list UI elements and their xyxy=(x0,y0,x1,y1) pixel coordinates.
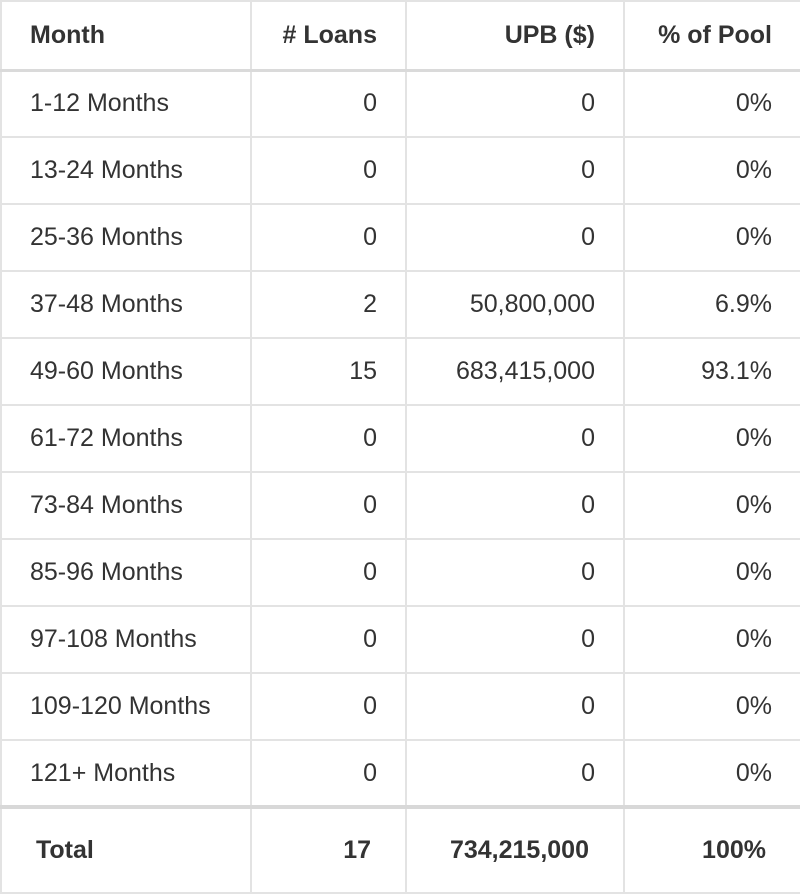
cell-loans: 15 xyxy=(250,337,407,406)
header-month: Month xyxy=(0,0,252,72)
table-body: 1-12 Months 0 0 0% 13-24 Months 0 0 0% 2… xyxy=(0,69,800,808)
table-row: 85-96 Months 0 0 0% xyxy=(0,538,800,607)
cell-month: 25-36 Months xyxy=(0,203,252,272)
cell-pct-pool: 0% xyxy=(623,203,800,272)
cell-upb: 0 xyxy=(405,136,625,205)
cell-loans: 0 xyxy=(250,538,407,607)
table-header: Month # Loans UPB ($) % of Pool xyxy=(0,0,800,72)
cell-loans: 0 xyxy=(250,605,407,674)
total-pct-pool: 100% xyxy=(623,805,800,894)
cell-pct-pool: 0% xyxy=(623,739,800,808)
table-row: 1-12 Months 0 0 0% xyxy=(0,69,800,138)
total-row: Total 17 734,215,000 100% xyxy=(0,805,800,894)
cell-month: 1-12 Months xyxy=(0,69,252,138)
table-row: 109-120 Months 0 0 0% xyxy=(0,672,800,741)
cell-pct-pool: 6.9% xyxy=(623,270,800,339)
cell-loans: 2 xyxy=(250,270,407,339)
cell-month: 121+ Months xyxy=(0,739,252,808)
cell-month: 61-72 Months xyxy=(0,404,252,473)
cell-upb: 0 xyxy=(405,69,625,138)
cell-pct-pool: 0% xyxy=(623,404,800,473)
cell-upb: 683,415,000 xyxy=(405,337,625,406)
cell-loans: 0 xyxy=(250,69,407,138)
cell-upb: 0 xyxy=(405,203,625,272)
header-loans: # Loans xyxy=(250,0,407,72)
cell-month: 109-120 Months xyxy=(0,672,252,741)
cell-loans: 0 xyxy=(250,404,407,473)
cell-upb: 0 xyxy=(405,672,625,741)
cell-pct-pool: 0% xyxy=(623,538,800,607)
cell-loans: 0 xyxy=(250,672,407,741)
table-footer: Total 17 734,215,000 100% xyxy=(0,805,800,894)
cell-month: 73-84 Months xyxy=(0,471,252,540)
total-upb: 734,215,000 xyxy=(405,805,625,894)
table-row: 97-108 Months 0 0 0% xyxy=(0,605,800,674)
cell-upb: 0 xyxy=(405,739,625,808)
table-row: 49-60 Months 15 683,415,000 93.1% xyxy=(0,337,800,406)
cell-loans: 0 xyxy=(250,136,407,205)
cell-pct-pool: 0% xyxy=(623,69,800,138)
cell-loans: 0 xyxy=(250,739,407,808)
cell-pct-pool: 0% xyxy=(623,672,800,741)
cell-month: 49-60 Months xyxy=(0,337,252,406)
table-row: 25-36 Months 0 0 0% xyxy=(0,203,800,272)
table-row: 121+ Months 0 0 0% xyxy=(0,739,800,808)
cell-upb: 0 xyxy=(405,538,625,607)
cell-month: 37-48 Months xyxy=(0,270,252,339)
cell-month: 97-108 Months xyxy=(0,605,252,674)
cell-month: 85-96 Months xyxy=(0,538,252,607)
cell-upb: 0 xyxy=(405,404,625,473)
cell-upb: 0 xyxy=(405,605,625,674)
cell-pct-pool: 0% xyxy=(623,136,800,205)
header-row: Month # Loans UPB ($) % of Pool xyxy=(0,0,800,72)
cell-pct-pool: 0% xyxy=(623,471,800,540)
table-row: 13-24 Months 0 0 0% xyxy=(0,136,800,205)
cell-loans: 0 xyxy=(250,471,407,540)
header-pct-pool: % of Pool xyxy=(623,0,800,72)
cell-pct-pool: 0% xyxy=(623,605,800,674)
header-upb: UPB ($) xyxy=(405,0,625,72)
cell-pct-pool: 93.1% xyxy=(623,337,800,406)
table-row: 73-84 Months 0 0 0% xyxy=(0,471,800,540)
total-label: Total xyxy=(0,805,252,894)
total-loans: 17 xyxy=(250,805,407,894)
cell-upb: 0 xyxy=(405,471,625,540)
cell-month: 13-24 Months xyxy=(0,136,252,205)
cell-upb: 50,800,000 xyxy=(405,270,625,339)
table-row: 61-72 Months 0 0 0% xyxy=(0,404,800,473)
cell-loans: 0 xyxy=(250,203,407,272)
table-row: 37-48 Months 2 50,800,000 6.9% xyxy=(0,270,800,339)
